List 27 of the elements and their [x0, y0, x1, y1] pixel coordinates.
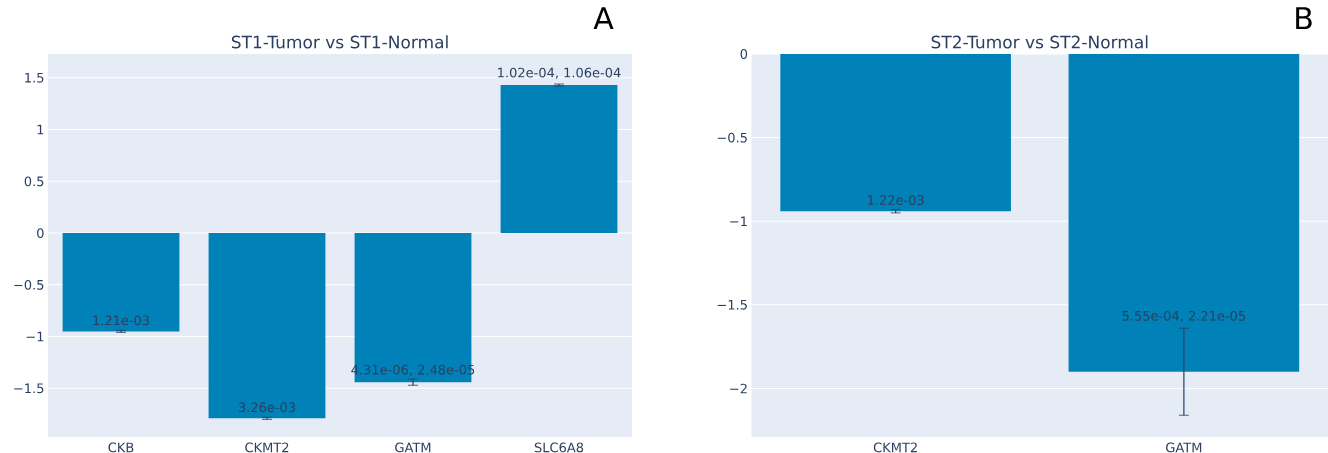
- annotation: 1.22e-03: [867, 195, 924, 206]
- annotation: 1.21e-03: [93, 315, 150, 326]
- y-tick-label: 0: [37, 228, 44, 238]
- annotation: 3.26e-03: [238, 402, 296, 413]
- text: B: [1296, 7, 1312, 30]
- y-tick-label: −1: [730, 216, 747, 226]
- y-tick-label: 1.5: [25, 72, 44, 83]
- x-tick-label: SLC6A8: [534, 442, 584, 453]
- annotation: 5.55e-04, 2.21e-05: [1122, 310, 1246, 323]
- y-tick-label: 0.5: [24, 176, 44, 187]
- text: A: [593, 7, 614, 30]
- y-tick-label: −0.5: [717, 132, 747, 143]
- x-tick-label: GATM: [395, 442, 431, 453]
- y-tick-label: 1: [37, 124, 44, 135]
- y-tick-label: −2: [730, 383, 747, 394]
- chart-title: ST2-Tumor vs ST2-Normal: [931, 35, 1148, 49]
- x-tick-label: CKB: [108, 442, 134, 453]
- y-tick-label: −0.5: [14, 279, 44, 290]
- y-tick-label: −1.5: [717, 300, 747, 310]
- x-tick-label: GATM: [1166, 442, 1202, 453]
- annotation: 1.02e-04, 1.06e-04: [498, 67, 621, 79]
- x-tick-label: CKMT2: [245, 442, 289, 453]
- x-tick-label: CKMT2: [873, 442, 917, 453]
- y-tick-label: 0: [740, 49, 748, 59]
- y-tick-label: −1.5: [14, 383, 44, 394]
- y-tick-label: −1: [26, 331, 44, 342]
- chart-title: ST1-Tumor vs ST1-Normal: [231, 35, 448, 49]
